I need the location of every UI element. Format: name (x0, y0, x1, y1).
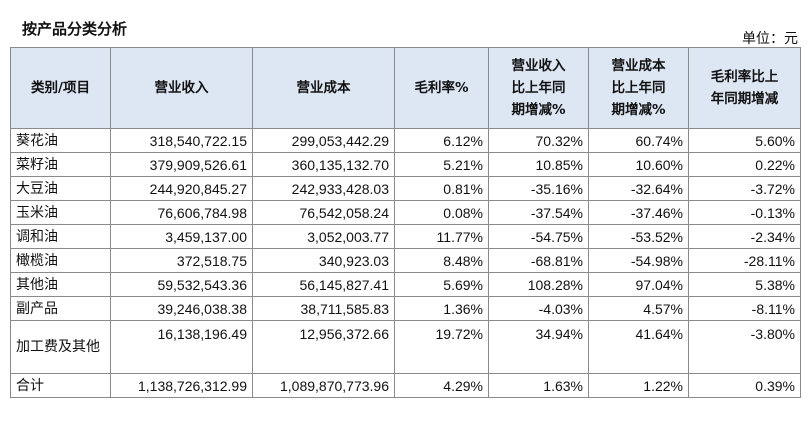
row-cost-change: -32.64% (588, 176, 689, 201)
row-revenue-change: 10.85% (488, 152, 589, 177)
row-cost-change: 41.64% (588, 320, 689, 374)
table-row: 玉米油 76,606,784.98 76,542,058.24 0.08% -3… (10, 200, 801, 225)
row-cost-change: -37.46% (588, 200, 689, 225)
row-revenue: 39,246,038.38 (110, 296, 253, 321)
row-margin-change: -0.13% (688, 200, 801, 225)
row-revenue: 1,138,726,312.99 (110, 373, 253, 398)
header-cost-change: 营业成本 比上年同 期增减% (588, 47, 689, 129)
row-revenue-change: -37.54% (488, 200, 589, 225)
row-margin: 0.81% (394, 176, 489, 201)
row-revenue-change: 108.28% (488, 272, 589, 297)
row-revenue: 3,459,137.00 (110, 224, 253, 249)
table-header-row: 类别/项目 营业收入 营业成本 毛利率% 营业收入 比上年同 期增减% 营业成本… (10, 47, 801, 129)
row-margin-change: 5.60% (688, 128, 801, 153)
row-category: 副产品 (10, 296, 111, 321)
row-margin: 19.72% (394, 320, 489, 374)
row-margin: 8.48% (394, 248, 489, 273)
row-margin-change: 0.39% (688, 373, 801, 398)
row-margin-change: -8.11% (688, 296, 801, 321)
row-category: 调和油 (10, 224, 111, 249)
row-cost: 242,933,428.03 (252, 176, 395, 201)
header-margin-change: 毛利率比上 年同期增减 (688, 47, 801, 129)
table-row: 调和油 3,459,137.00 3,052,003.77 11.77% -54… (10, 224, 801, 249)
row-margin-change: -28.11% (688, 248, 801, 273)
row-cost: 12,956,372.66 (252, 320, 395, 374)
row-cost: 76,542,058.24 (252, 200, 395, 225)
row-margin-change: 0.22% (688, 152, 801, 177)
row-cost: 38,711,585.83 (252, 296, 395, 321)
row-cost-change: 60.74% (588, 128, 689, 153)
row-revenue-change: -68.81% (488, 248, 589, 273)
row-cost-change: -53.52% (588, 224, 689, 249)
header-revenue: 营业收入 (110, 47, 253, 129)
row-margin: 5.69% (394, 272, 489, 297)
row-revenue: 244,920,845.27 (110, 176, 253, 201)
table-row: 橄榄油 372,518.75 340,923.03 8.48% -68.81% … (10, 248, 801, 273)
table-row: 葵花油 318,540,722.15 299,053,442.29 6.12% … (10, 128, 801, 153)
row-cost: 56,145,827.41 (252, 272, 395, 297)
row-margin: 4.29% (394, 373, 489, 398)
table-total-row: 合计 1,138,726,312.99 1,089,870,773.96 4.2… (10, 373, 801, 398)
table-row: 菜籽油 379,909,526.61 360,135,132.70 5.21% … (10, 152, 801, 177)
header-revenue-change: 营业收入 比上年同 期增减% (488, 47, 589, 129)
row-margin-change: -3.72% (688, 176, 801, 201)
row-revenue-change: 1.63% (488, 373, 589, 398)
row-revenue: 76,606,784.98 (110, 200, 253, 225)
table-row: 加工费及其他 16,138,196.49 12,956,372.66 19.72… (10, 320, 801, 374)
row-revenue: 379,909,526.61 (110, 152, 253, 177)
row-margin: 0.08% (394, 200, 489, 225)
row-category: 葵花油 (10, 128, 111, 153)
row-cost-change: 97.04% (588, 272, 689, 297)
row-revenue-change: 34.94% (488, 320, 589, 374)
row-margin: 6.12% (394, 128, 489, 153)
header-margin: 毛利率% (394, 47, 489, 129)
header-category: 类别/项目 (10, 47, 111, 129)
row-margin: 1.36% (394, 296, 489, 321)
row-category: 橄榄油 (10, 248, 111, 273)
table-row: 其他油 59,532,543.36 56,145,827.41 5.69% 10… (10, 272, 801, 297)
row-cost-change: 10.60% (588, 152, 689, 177)
row-revenue: 318,540,722.15 (110, 128, 253, 153)
row-revenue-change: -35.16% (488, 176, 589, 201)
header-cost: 营业成本 (252, 47, 395, 129)
row-category: 加工费及其他 (10, 320, 111, 374)
row-margin: 5.21% (394, 152, 489, 177)
row-category: 玉米油 (10, 200, 111, 225)
table-row: 大豆油 244,920,845.27 242,933,428.03 0.81% … (10, 176, 801, 201)
row-revenue-change: -4.03% (488, 296, 589, 321)
row-margin-change: 5.38% (688, 272, 801, 297)
row-revenue-change: -54.75% (488, 224, 589, 249)
row-margin-change: -2.34% (688, 224, 801, 249)
row-cost: 1,089,870,773.96 (252, 373, 395, 398)
row-cost-change: 4.57% (588, 296, 689, 321)
row-margin: 11.77% (394, 224, 489, 249)
row-cost: 360,135,132.70 (252, 152, 395, 177)
row-category: 合计 (10, 373, 111, 398)
row-category: 菜籽油 (10, 152, 111, 177)
section-title: 按产品分类分析 (22, 20, 128, 38)
row-category: 大豆油 (10, 176, 111, 201)
row-cost-change: 1.22% (588, 373, 689, 398)
row-cost: 3,052,003.77 (252, 224, 395, 249)
unit-label: 单位：元 (742, 31, 798, 47)
row-cost-change: -54.98% (588, 248, 689, 273)
row-revenue: 16,138,196.49 (110, 320, 253, 374)
row-cost: 299,053,442.29 (252, 128, 395, 153)
row-revenue: 59,532,543.36 (110, 272, 253, 297)
row-cost: 340,923.03 (252, 248, 395, 273)
row-margin-change: -3.80% (688, 320, 801, 374)
row-revenue: 372,518.75 (110, 248, 253, 273)
row-revenue-change: 70.32% (488, 128, 589, 153)
row-category: 其他油 (10, 272, 111, 297)
table-row: 副产品 39,246,038.38 38,711,585.83 1.36% -4… (10, 296, 801, 321)
product-analysis-table: 类别/项目 营业收入 营业成本 毛利率% 营业收入 比上年同 期增减% 营业成本… (10, 47, 801, 398)
